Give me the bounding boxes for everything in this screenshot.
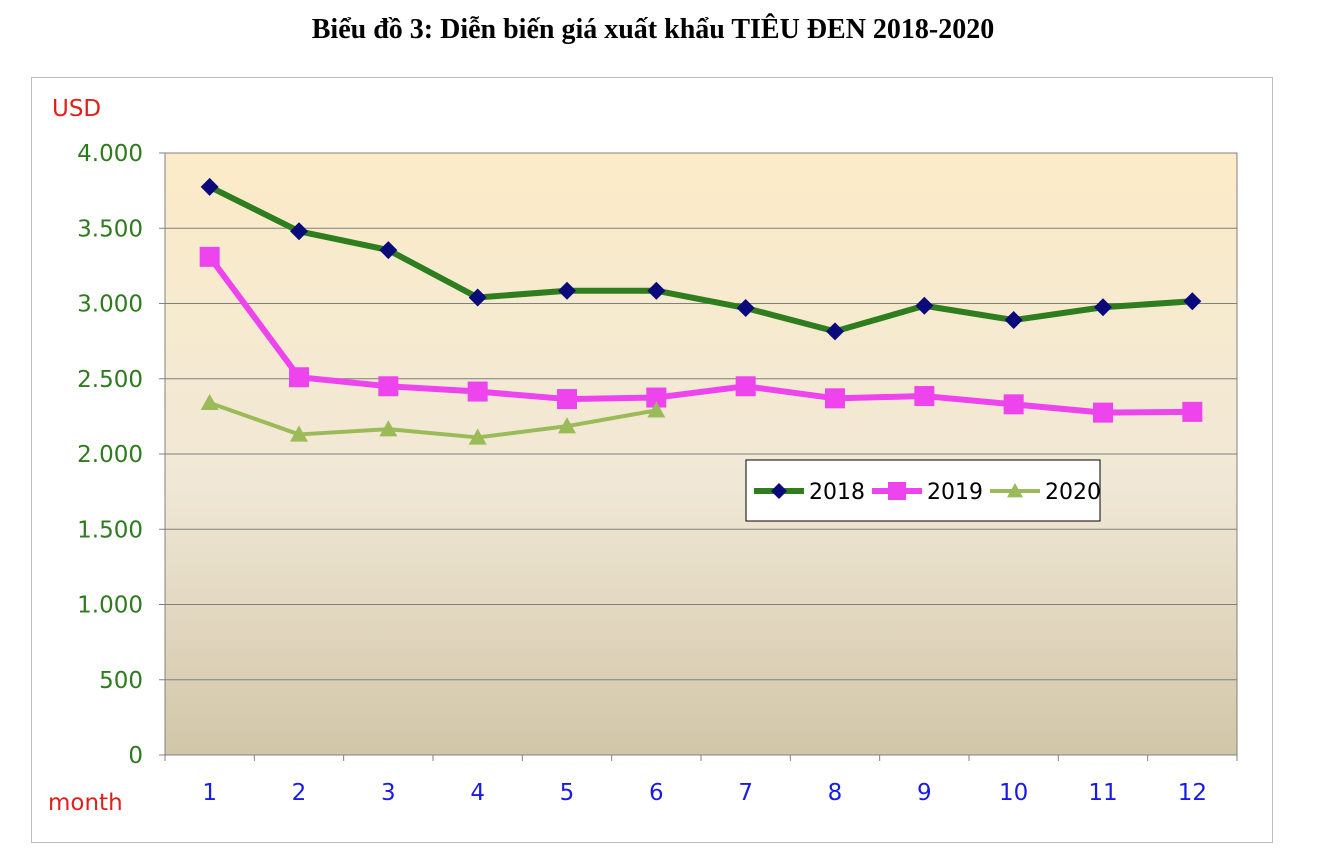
y-tick-label: 1.500 [77,517,143,543]
x-axis-label: month [48,790,123,816]
data-point [379,241,398,260]
legend-label: 2020 [1045,480,1101,505]
x-tick-label: 8 [828,780,843,806]
data-point [736,299,755,318]
x-tick-label: 2 [292,780,307,806]
data-point [826,322,844,341]
data-point [558,417,576,434]
data-point [915,296,934,315]
series-line [207,255,1193,416]
y-tick-label: 2.500 [77,367,143,393]
data-point [647,401,666,418]
legend-marker [1007,483,1023,498]
series-line [208,400,657,440]
series-line [208,184,1193,335]
data-point [647,281,666,300]
y-tick-label: 4.000 [77,141,143,167]
chart-frame [31,77,1273,843]
x-tick-label: 7 [738,780,753,806]
legend-box [745,459,1101,522]
data-point [914,386,935,407]
data-point [1182,401,1203,422]
series-2019 [199,246,1203,423]
data-point [735,376,756,397]
data-point [557,389,577,410]
data-point [558,281,576,300]
legend-label: 2019 [927,480,983,505]
y-tick-label: 0 [128,743,143,769]
x-tick-label: 10 [999,780,1028,806]
data-point [468,428,487,445]
data-point [200,393,219,411]
data-point [200,177,219,196]
legend-marker [888,482,906,500]
x-tick-label: 1 [202,780,217,806]
y-tick-label: 3.000 [77,292,143,318]
x-tick-label: 5 [560,780,575,806]
x-tick-label: 9 [917,780,932,806]
data-point [1183,292,1202,311]
data-point [825,388,845,409]
x-tick-label: 11 [1088,780,1117,806]
data-point [378,376,399,397]
data-point [1094,298,1112,317]
legend: 2018 2019 2020 [745,459,1101,522]
x-tick-label: 12 [1178,780,1207,806]
legend-marker [771,483,787,499]
data-point [290,222,308,241]
series-2020 [200,393,666,445]
data-point [379,420,398,437]
x-tick-label: 6 [649,780,664,806]
data-point [290,425,308,442]
chart-title: Biểu đồ 3: Diễn biến giá xuất khẩu TIÊU … [311,14,995,45]
data-point [468,288,487,307]
y-tick-label: 1.000 [77,593,143,619]
data-point [1093,402,1113,423]
data-point [646,387,667,408]
y-tick-label: 3.500 [77,216,143,242]
data-point [199,246,220,267]
y-axis-label: USD [52,96,101,122]
data-point [1003,394,1024,415]
y-tick-label: 2.000 [77,442,143,468]
y-tick-label: 500 [99,668,143,694]
x-tick-label: 3 [381,780,396,806]
series-2018 [200,177,1202,341]
data-point [467,381,488,402]
x-tick-label: 4 [470,780,485,806]
legend-label: 2018 [809,480,865,505]
data-point [1004,311,1023,330]
data-point [289,367,309,388]
